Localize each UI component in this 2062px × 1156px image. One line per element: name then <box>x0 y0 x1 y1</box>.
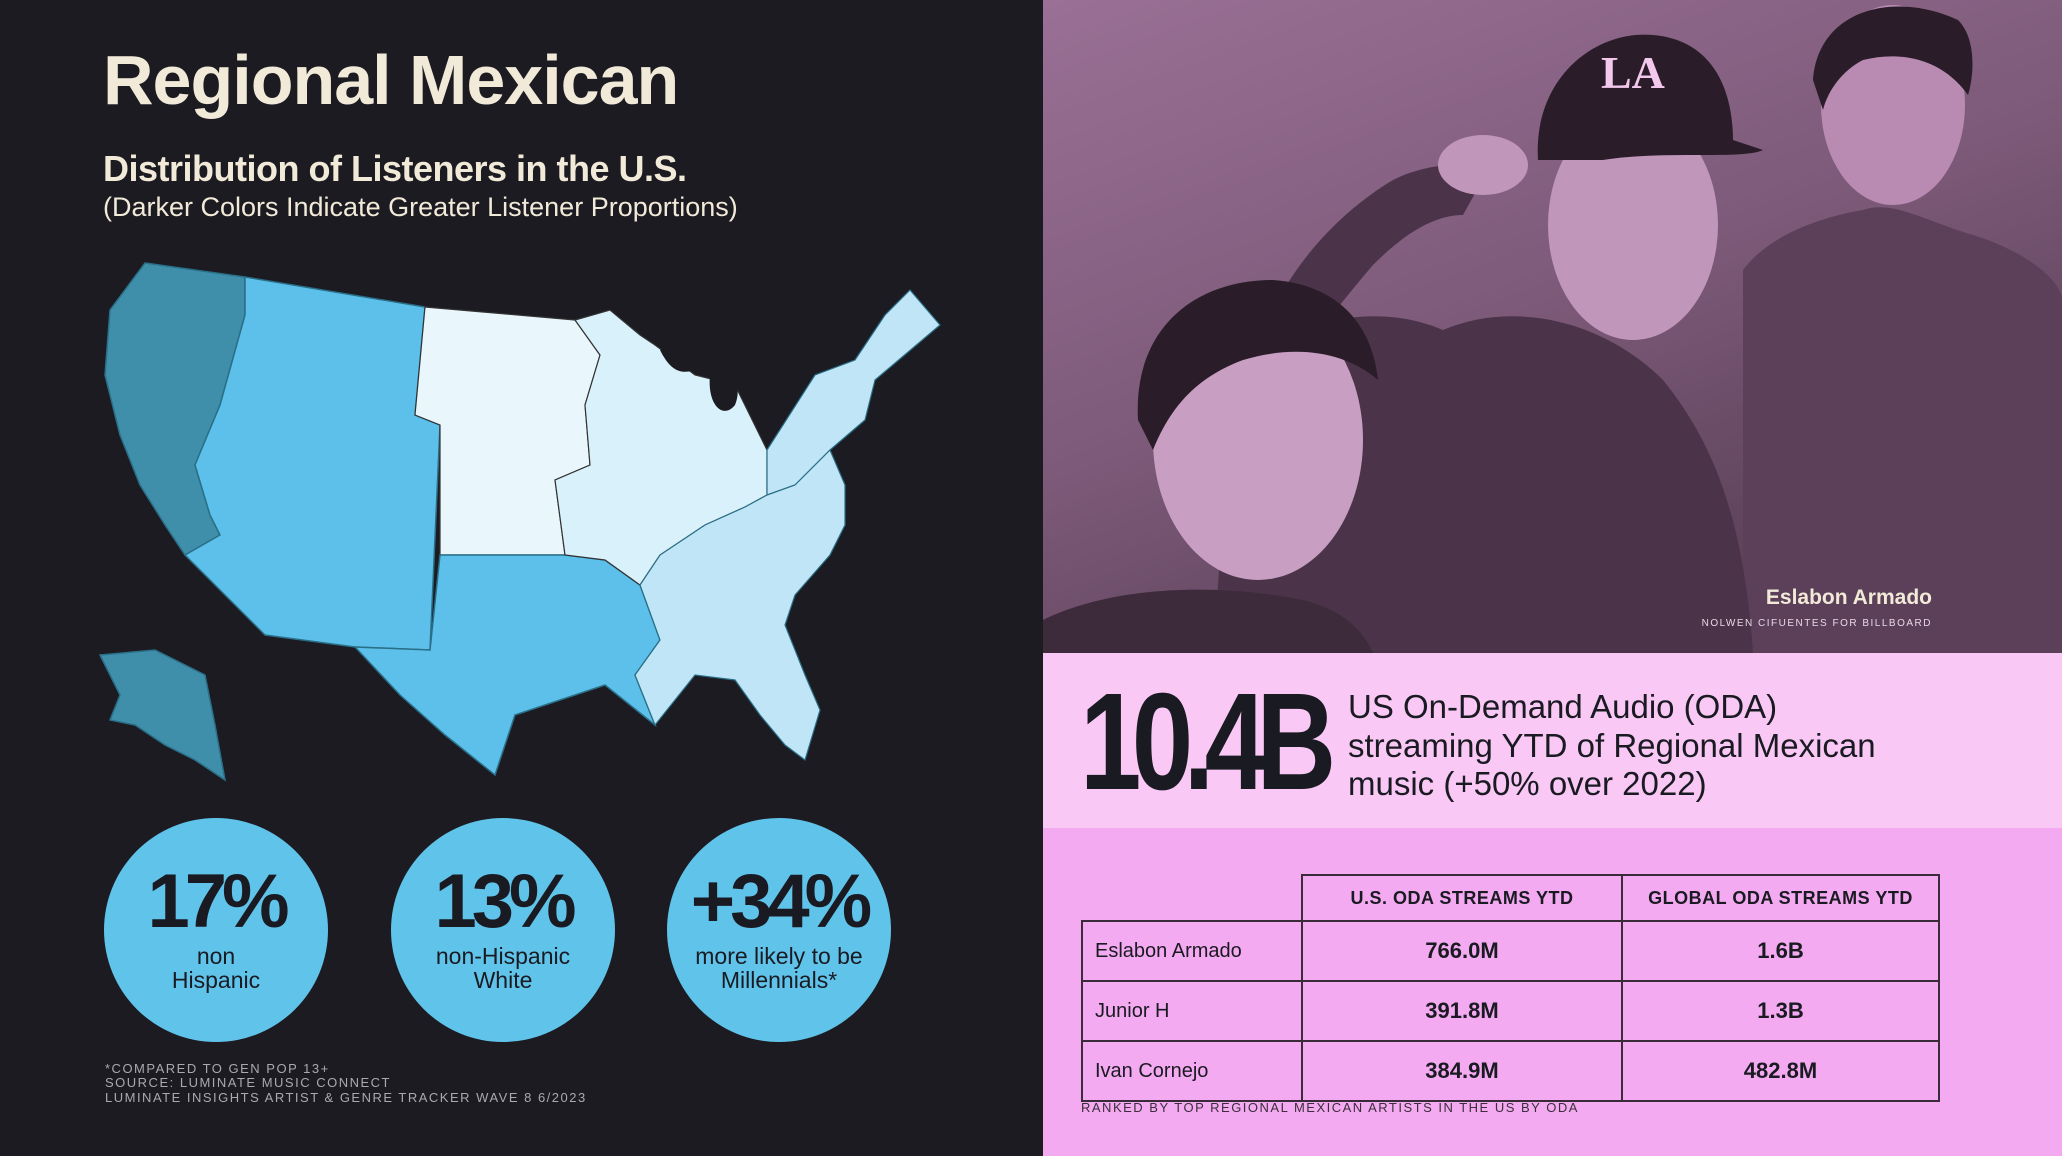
us-streams: 766.0M <box>1301 920 1623 982</box>
person-left-hair <box>1137 280 1378 450</box>
person-center-head <box>1548 110 1718 340</box>
global-streams: 1.6B <box>1621 920 1940 982</box>
cap-logo-text: LA <box>1601 47 1665 98</box>
map-region-northeast <box>766 289 941 496</box>
person-right-hair <box>1813 6 1973 110</box>
photo-credit: NOLWEN CIFUENTES FOR BILLBOARD <box>1701 618 1932 629</box>
stat-millennials: +34% more likely to be Millennials* <box>667 818 891 1042</box>
artist-photo-illustration: LA <box>1043 5 2062 653</box>
table-header-blank <box>1082 875 1303 922</box>
us-listener-map <box>98 262 941 782</box>
stat-value: 13% <box>434 859 576 944</box>
table-row: Junior H 391.8M 1.3B <box>1081 980 1940 1042</box>
artist-name: Eslabon Armado <box>1081 920 1303 982</box>
map-subnote: (Darker Colors Indicate Greater Listener… <box>103 192 738 222</box>
stat-label-line: White <box>473 967 533 994</box>
map-region-alaska <box>98 649 227 782</box>
stat-label-line: more likely to be <box>695 943 863 969</box>
stat-non-hispanic: 17% non Hispanic <box>104 818 328 1042</box>
map-subtitle: Distribution of Listeners in the U.S. <box>103 148 687 189</box>
page-title: Regional Mexican <box>103 41 679 119</box>
footnote-line: *COMPARED TO GEN POP 13+ <box>105 1061 330 1076</box>
map-region-southeast <box>634 448 846 761</box>
table-note: RANKED BY TOP REGIONAL MEXICAN ARTISTS I… <box>1081 1100 1579 1115</box>
person-left-shirt <box>1043 589 1373 653</box>
hero-description-line: music (+50% over 2022) <box>1348 765 1707 803</box>
streams-table: U.S. ODA STREAMS YTD GLOBAL ODA STREAMS … <box>1081 874 1940 1102</box>
table-row: Eslabon Armado 766.0M 1.6B <box>1081 920 1940 982</box>
map-great-lakes <box>660 346 738 411</box>
left-panel: Regional Mexican Distribution of Listene… <box>98 41 941 1105</box>
photo-caption-name: Eslabon Armado <box>1765 586 1932 609</box>
stat-label-line: Hispanic <box>171 967 261 994</box>
us-streams: 391.8M <box>1301 980 1623 1042</box>
stat-label: non-Hispanic White <box>401 944 605 992</box>
us-streams: 384.9M <box>1301 1040 1623 1102</box>
hero-description-line: US On-Demand Audio (ODA) <box>1348 688 1778 725</box>
stat-value: +34% <box>690 859 873 944</box>
right-panel: LA Eslabon Armado NOLWEN CIFUENTES FOR B… <box>1043 0 2062 1156</box>
stat-label: more likely to be Millennials* <box>677 944 881 992</box>
hero-number: 10.4B <box>1080 665 1336 819</box>
stat-label-line: non-Hispanic <box>435 943 571 969</box>
footnote-line: LUMINATE INSIGHTS ARTIST & GENRE TRACKER… <box>105 1089 587 1105</box>
artist-name: Junior H <box>1081 980 1303 1042</box>
table-row: Ivan Cornejo 384.9M 482.8M <box>1081 1040 1940 1102</box>
stat-label-line: non <box>196 943 236 969</box>
footnotes: *COMPARED TO GEN POP 13+ SOURCE: LUMINAT… <box>105 1061 587 1105</box>
person-right-silhouette <box>1743 207 2062 653</box>
table-header-global: GLOBAL ODA STREAMS YTD <box>1621 874 1940 922</box>
hero-stat: 10.4B US On-Demand Audio (ODA) streaming… <box>1043 653 2062 828</box>
footnote-line: SOURCE: LUMINATE MUSIC CONNECT <box>105 1075 391 1091</box>
stat-label-line: Millennials* <box>720 967 838 994</box>
person-center-cap <box>1537 34 1763 160</box>
artist-name: Ivan Cornejo <box>1081 1040 1303 1102</box>
artist-photo: LA Eslabon Armado NOLWEN CIFUENTES FOR B… <box>1043 0 2062 653</box>
stat-label: non Hispanic <box>114 944 318 992</box>
person-center-hand <box>1438 135 1528 195</box>
hero-description: US On-Demand Audio (ODA) streaming YTD o… <box>1348 688 1968 804</box>
hero-description-line: streaming YTD of Regional Mexican <box>1348 726 1876 764</box>
global-streams: 1.3B <box>1621 980 1940 1042</box>
table-header-row: U.S. ODA STREAMS YTD GLOBAL ODA STREAMS … <box>1082 874 1940 922</box>
stat-value: 17% <box>147 859 289 944</box>
stat-non-hispanic-white: 13% non-Hispanic White <box>391 818 615 1042</box>
global-streams: 482.8M <box>1621 1040 1940 1102</box>
table-header-us: U.S. ODA STREAMS YTD <box>1301 874 1623 922</box>
